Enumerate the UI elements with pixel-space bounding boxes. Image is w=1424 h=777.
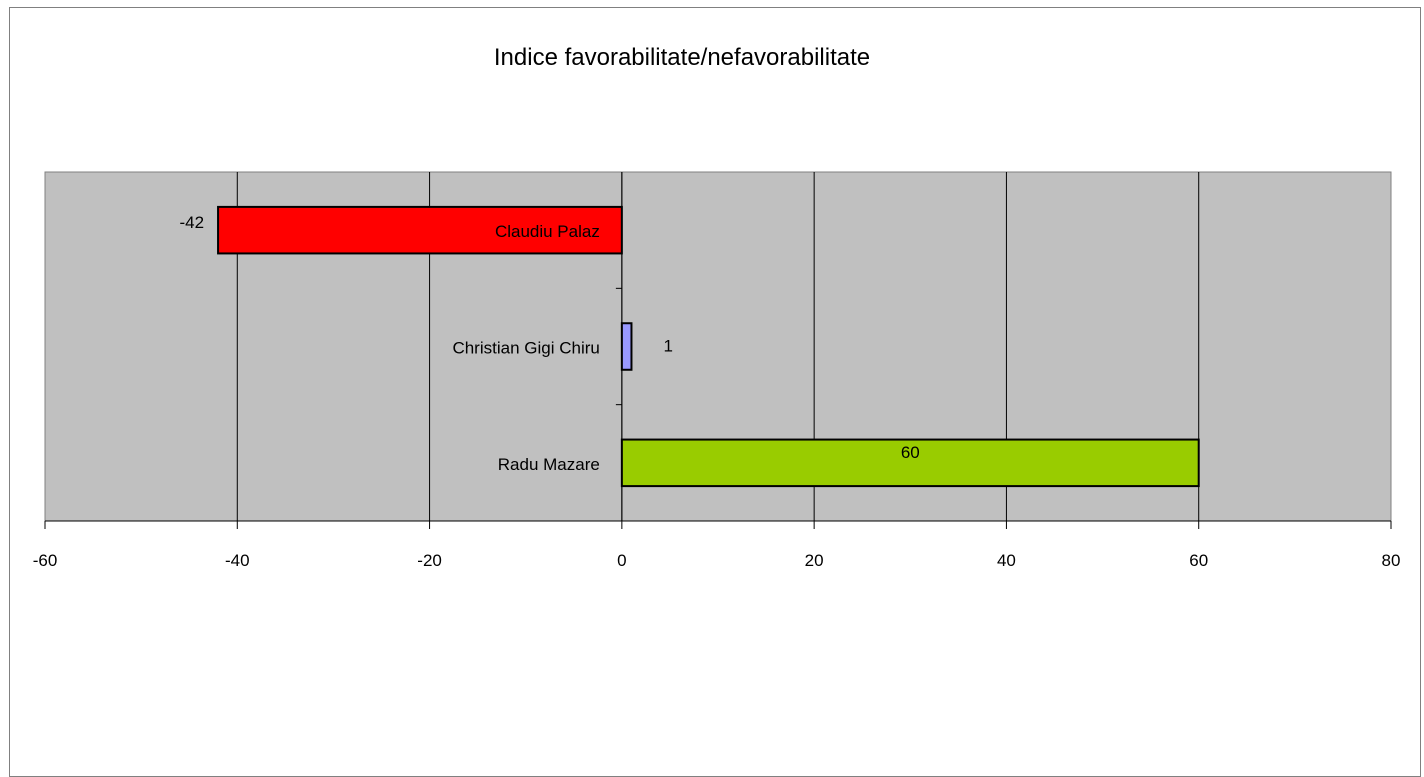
x-tick-label: -40 xyxy=(225,551,250,570)
bar xyxy=(620,438,1200,488)
category-label: Christian Gigi Chiru xyxy=(452,339,599,358)
x-tick-label: 60 xyxy=(1189,551,1208,570)
data-label: 60 xyxy=(901,443,920,462)
data-labels: Claudiu Palaz Christian Gigi Chiru Radu Ma… xyxy=(179,213,919,474)
x-tick-label: 40 xyxy=(997,551,1016,570)
x-tick-label: -20 xyxy=(417,551,442,570)
x-tick-label: 0 xyxy=(617,551,626,570)
bars xyxy=(217,205,1200,488)
chart-title: Indice favorabilitate/nefavorabilitate xyxy=(494,44,870,71)
data-label: -42 xyxy=(179,213,204,232)
category-label: Claudiu Palaz xyxy=(495,222,600,241)
category-label: Radu Mazare xyxy=(498,455,600,474)
x-tick-label: -60 xyxy=(33,551,58,570)
x-tick-label: 20 xyxy=(805,551,824,570)
x-tick-label: 80 xyxy=(1382,551,1401,570)
bar xyxy=(620,322,633,371)
data-label: 1 xyxy=(663,337,672,356)
x-axis: -60 -40 -20 0 20 40 60 80 xyxy=(33,172,1401,570)
